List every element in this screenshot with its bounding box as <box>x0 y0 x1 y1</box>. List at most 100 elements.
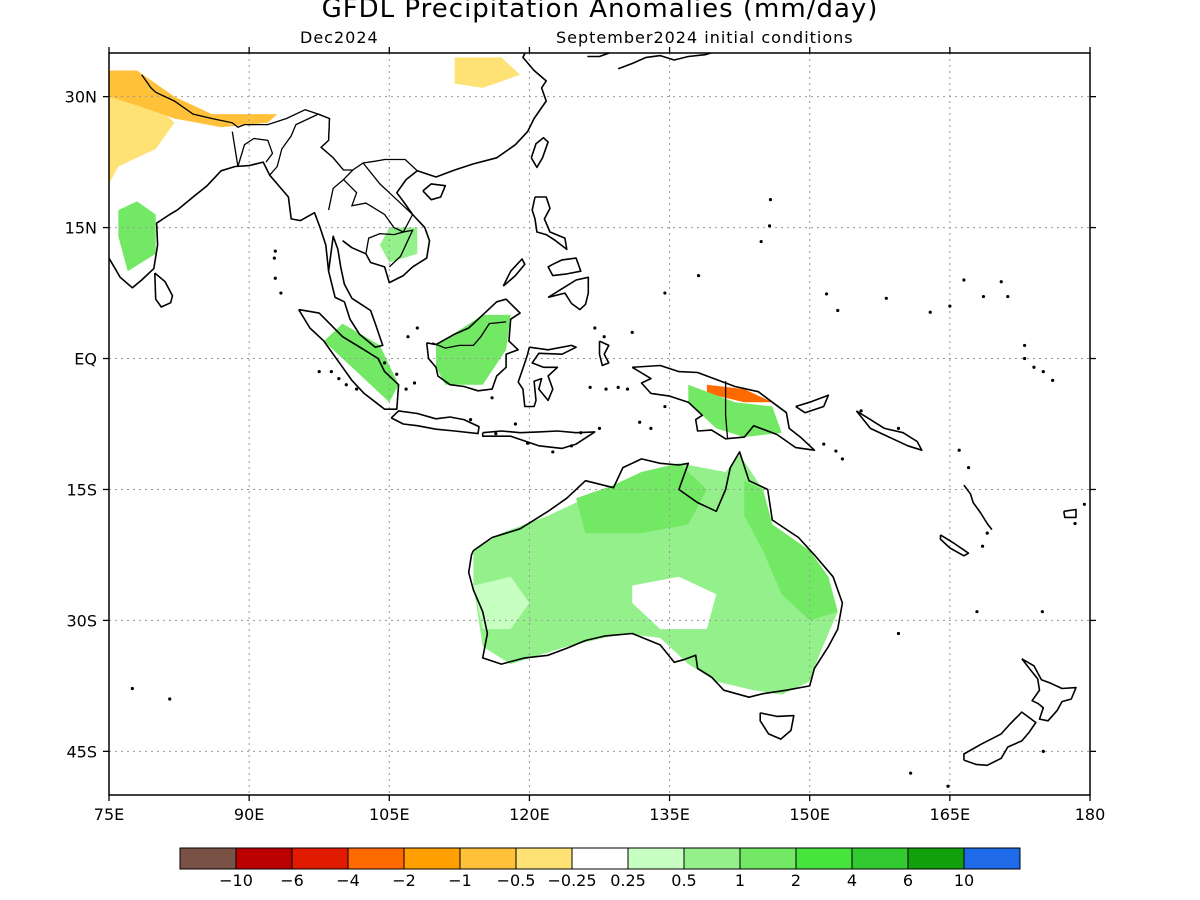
colorbar-swatch <box>683 847 741 870</box>
halmahera-coast <box>598 340 610 367</box>
island-dot <box>630 330 634 334</box>
y-tick-label: 30S <box>66 611 97 630</box>
hainan-coast <box>422 183 447 201</box>
sri-lanka-coast <box>154 272 174 308</box>
island-dot <box>960 799 963 802</box>
island-dot <box>981 294 986 299</box>
colorbar-label: 1 <box>735 871 745 890</box>
colorbar-swatch <box>739 847 797 870</box>
anomaly-region-australia-north-wet <box>576 463 707 534</box>
island-dot <box>337 377 341 381</box>
colorbar-label: −2 <box>392 871 416 890</box>
colorbar-swatch <box>627 847 685 870</box>
visayas-coast <box>547 257 582 277</box>
island-dot <box>383 361 387 365</box>
new-caledonia-coast <box>939 534 970 557</box>
plot-frame <box>108 52 1091 796</box>
x-tick-label: 150E <box>789 805 830 824</box>
colorbar-swatch <box>515 847 573 870</box>
island-dot <box>1041 749 1045 753</box>
fiji-coast <box>1063 508 1077 519</box>
island-dot <box>840 457 845 461</box>
australia-coast <box>467 451 844 699</box>
anomaly-region-new-guinea-wet <box>688 384 782 438</box>
island-dot <box>406 335 410 339</box>
island-dot <box>896 426 901 430</box>
new-guinea-coast <box>631 364 816 452</box>
island-dot <box>638 420 642 424</box>
anomaly-region-australia-east-wet <box>744 480 838 621</box>
lat-lon-grid <box>109 53 1090 795</box>
island-dot <box>884 296 888 300</box>
island-dot <box>896 631 901 636</box>
asia-mainland-coast <box>417 53 548 178</box>
island-dot <box>768 198 773 202</box>
island-dot <box>272 256 276 260</box>
tasmania-coast <box>759 712 795 740</box>
island-dot <box>130 686 134 691</box>
island-dot <box>966 466 971 470</box>
solomon-coast <box>855 410 923 452</box>
anomaly-region-india-wet <box>118 201 156 272</box>
colorbar-swatch <box>795 847 853 870</box>
island-dot <box>404 387 408 391</box>
island-dot <box>625 387 630 391</box>
anomaly-shading <box>109 57 838 695</box>
malay-peninsula-coast <box>327 235 384 349</box>
colorbar-label: 2 <box>791 871 801 890</box>
island-dot <box>490 396 494 400</box>
island-dot <box>759 239 763 244</box>
anomaly-region-australia-central-dry <box>632 576 717 630</box>
colorbar-label: 0.25 <box>610 871 646 890</box>
island-dot <box>273 249 277 253</box>
y-tick-label: 45S <box>66 742 97 761</box>
island-dot <box>1082 502 1086 506</box>
colorbar-swatch <box>347 847 405 870</box>
anomaly-region-borneo-wet <box>436 314 511 385</box>
colorbar-label: 0.5 <box>671 871 696 890</box>
island-dot <box>579 431 583 435</box>
sumatra-coast <box>298 308 400 411</box>
colorbar-label: −0.5 <box>497 871 536 890</box>
island-dot <box>273 276 277 280</box>
forecast-month: Dec2024 <box>300 28 379 47</box>
island-dot <box>957 448 961 452</box>
colorbar-swatch <box>851 847 909 870</box>
map-title: GFDL Precipitation Anomalies (mm/day) <box>321 0 879 24</box>
colorbar-label: 6 <box>903 871 913 890</box>
island-dot <box>834 449 838 453</box>
y-tick-label: EQ <box>74 350 97 369</box>
colorbar-swatch <box>235 847 293 870</box>
island-dot <box>168 697 172 701</box>
japan-coast <box>617 53 714 70</box>
island-dot <box>1073 521 1077 526</box>
island-dot <box>395 372 399 376</box>
nz-north-coast <box>1021 658 1077 722</box>
java-coast <box>390 410 480 435</box>
taiwan-coast <box>530 136 549 169</box>
colorbar-swatch <box>963 847 1021 870</box>
luzon-coast <box>531 196 568 251</box>
island-dot <box>279 291 283 295</box>
island-dot <box>946 784 950 788</box>
colorbar-label: 10 <box>954 871 974 890</box>
thai-cambodia-border <box>365 229 414 268</box>
anomaly-region-himalaya-dry <box>109 70 278 128</box>
colorbar-swatch <box>459 847 517 870</box>
island-dot <box>663 404 667 409</box>
colorbar-label: −1 <box>448 871 472 890</box>
colorbar-swatch <box>403 847 461 870</box>
island-dot <box>928 310 932 314</box>
colorbar-swatch <box>571 847 629 870</box>
island-dot <box>1032 365 1036 369</box>
new-britain-coast <box>795 394 830 414</box>
island-dot <box>1051 378 1055 382</box>
anomaly-region-indochina-wet <box>379 227 418 263</box>
y-tick-label: 15S <box>66 480 97 499</box>
island-dot <box>468 418 473 422</box>
colorbar-label: −4 <box>336 871 360 890</box>
colorbar-swatch <box>291 847 349 870</box>
island-dot <box>1040 610 1044 614</box>
island-dot <box>525 441 530 445</box>
island-dot <box>329 370 333 374</box>
